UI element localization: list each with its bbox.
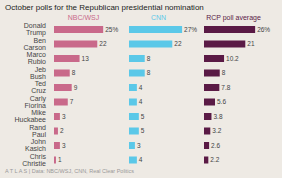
html-text:October polls for the Republic: October polls for the Republican preside… — [5, 3, 204, 12]
html-text:CNN: CNN — [150, 14, 167, 21]
svg-text:8: 8 — [147, 55, 151, 62]
svg-text:CarlyFiorina: CarlyFiorina — [25, 95, 47, 109]
svg-text:25%: 25% — [105, 26, 118, 33]
svg-text:9: 9 — [74, 84, 78, 91]
svg-text:7.8: 7.8 — [221, 84, 230, 91]
svg-text:BenCarson: BenCarson — [23, 37, 46, 51]
svg-text:27%: 27% — [184, 26, 197, 33]
svg-text:TedCruz: TedCruz — [31, 80, 46, 94]
svg-text:5: 5 — [141, 113, 145, 120]
svg-text:8: 8 — [222, 69, 226, 76]
svg-text:8: 8 — [72, 69, 76, 76]
svg-text:DonaldTrump: DonaldTrump — [24, 22, 46, 37]
svg-text:JebBush: JebBush — [30, 66, 46, 80]
html-text:A T L A S | Data: NBC/WSJ, CNN: A T L A S | Data: NBC/WSJ, CNN, Real Cle… — [5, 168, 135, 174]
svg-text:ChrisChristie: ChrisChristie — [22, 153, 46, 167]
svg-text:3.2: 3.2 — [212, 127, 221, 134]
svg-text:4: 4 — [139, 156, 143, 163]
svg-text:2.6: 2.6 — [211, 142, 220, 149]
svg-text:4: 4 — [139, 98, 143, 105]
html-text:NBC/WSJ: NBC/WSJ — [67, 14, 100, 21]
svg-text:MarcoRubio: MarcoRubio — [27, 51, 47, 65]
svg-text:JohnKasich: JohnKasich — [25, 138, 46, 152]
svg-text:7: 7 — [70, 98, 74, 105]
svg-text:2: 2 — [60, 127, 64, 134]
svg-text:1: 1 — [58, 156, 62, 163]
svg-text:13: 13 — [82, 55, 90, 62]
svg-text:MikeHuckabee: MikeHuckabee — [14, 109, 46, 123]
svg-text:2.2: 2.2 — [210, 156, 219, 163]
svg-text:8: 8 — [147, 69, 151, 76]
svg-text:22: 22 — [99, 40, 107, 47]
svg-text:3: 3 — [137, 142, 141, 149]
svg-text:RandPaul: RandPaul — [29, 124, 46, 138]
svg-text:5.6: 5.6 — [217, 98, 226, 105]
svg-text:3: 3 — [62, 113, 66, 120]
svg-text:3: 3 — [62, 142, 66, 149]
svg-text:10.2: 10.2 — [226, 55, 239, 62]
svg-text:26%: 26% — [257, 26, 270, 33]
svg-text:5: 5 — [141, 127, 145, 134]
svg-text:3.8: 3.8 — [213, 113, 222, 120]
svg-text:4: 4 — [139, 84, 143, 91]
html-text:RCP poll average: RCP poll average — [206, 14, 261, 21]
svg-text:22: 22 — [174, 40, 182, 47]
svg-text:21: 21 — [247, 40, 255, 47]
